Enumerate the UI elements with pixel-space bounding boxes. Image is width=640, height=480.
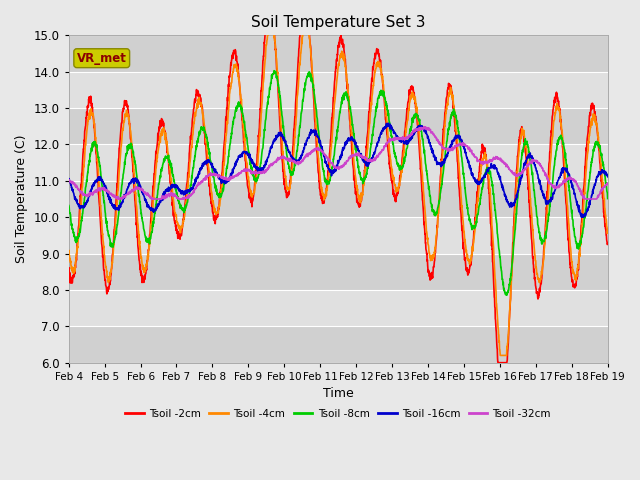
Bar: [68, 108, 607, 144]
Bar: [68, 72, 607, 108]
Text: VR_met: VR_met: [77, 52, 127, 65]
Legend: Tsoil -2cm, Tsoil -4cm, Tsoil -8cm, Tsoil -16cm, Tsoil -32cm: Tsoil -2cm, Tsoil -4cm, Tsoil -8cm, Tsoi…: [121, 405, 556, 423]
Bar: [68, 36, 607, 72]
Title: Soil Temperature Set 3: Soil Temperature Set 3: [251, 15, 426, 30]
Y-axis label: Soil Temperature (C): Soil Temperature (C): [15, 135, 28, 263]
Bar: [68, 326, 607, 363]
Bar: [68, 217, 607, 253]
X-axis label: Time: Time: [323, 387, 353, 400]
Bar: [68, 144, 607, 181]
Bar: [68, 181, 607, 217]
Bar: [68, 253, 607, 290]
Bar: [68, 290, 607, 326]
